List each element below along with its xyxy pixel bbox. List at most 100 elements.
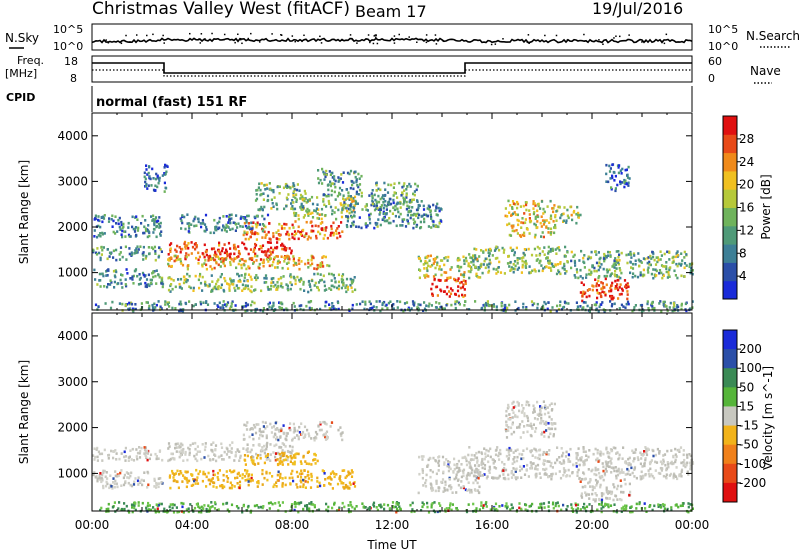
echo-cell [346, 485, 349, 488]
echo-cell [243, 423, 246, 427]
echo-cell [413, 221, 416, 225]
echo-cell [434, 489, 437, 493]
echo-cell [307, 290, 310, 294]
echo-cell [476, 489, 480, 492]
echo-cell [178, 286, 181, 289]
echo-cell [102, 215, 105, 219]
nsearch-dot [237, 33, 239, 36]
echo-cell [283, 227, 286, 230]
echo-cell [276, 436, 279, 439]
echo-cell [244, 259, 247, 263]
echo-cell [142, 479, 145, 482]
echo-cell [508, 413, 511, 416]
echo-cell [358, 177, 361, 180]
echo-cell [112, 450, 115, 453]
echo-cell [324, 432, 327, 435]
echo-cell [612, 483, 615, 486]
echo-cell [239, 456, 242, 460]
echo-cell [511, 200, 515, 203]
echo-cell [382, 216, 385, 220]
echo-cell [516, 426, 519, 429]
echo-cell [598, 275, 601, 278]
echo-cell [511, 408, 514, 412]
echo-cell [130, 251, 133, 254]
echo-cell [620, 292, 623, 296]
echo-cell [366, 224, 369, 227]
echo-cell [127, 226, 130, 229]
echo-cell [620, 172, 623, 175]
echo-cell [502, 251, 505, 254]
echo-cell [306, 428, 309, 432]
echo-cell [143, 471, 146, 474]
echo-cell [455, 476, 458, 480]
echo-cell [566, 208, 569, 212]
echo-cell [326, 236, 329, 240]
echo-cell [302, 228, 305, 232]
nave-tick-bottom: 0 [708, 72, 715, 85]
echo-cell [614, 187, 617, 190]
nsearch-dot [200, 33, 203, 35]
echo-cell [122, 222, 125, 226]
echo-cell [457, 285, 460, 288]
echo-cell [524, 218, 527, 221]
echo-cell [510, 476, 514, 479]
echo-cell [583, 292, 586, 296]
echo-cell [651, 474, 654, 478]
echo-cell [680, 252, 683, 255]
echo-cell [534, 223, 537, 227]
echo-cell [426, 269, 429, 273]
echo-cell [533, 417, 537, 420]
echo-cell [458, 281, 462, 285]
echo-cell [310, 475, 313, 478]
echo-cell [114, 470, 117, 473]
echo-cell [171, 472, 174, 475]
echo-cell [488, 471, 491, 474]
echo-cell [120, 220, 123, 224]
echo-cell [447, 463, 450, 466]
echo-cell [435, 285, 439, 289]
echo-cell [551, 207, 554, 210]
echo-cell [616, 473, 620, 477]
echo-cell [381, 303, 384, 307]
echo-cell [192, 219, 195, 223]
echo-cell [446, 259, 449, 262]
echo-cell [131, 225, 134, 229]
echo-cell [580, 496, 584, 499]
echo-cell [177, 258, 180, 261]
echo-cell [234, 289, 237, 292]
echo-cell [251, 460, 254, 464]
echo-cell [300, 202, 303, 206]
echo-cell [528, 209, 531, 212]
nsearch-dot [619, 35, 621, 38]
echo-cell [291, 223, 294, 227]
echo-cell [183, 242, 186, 246]
echo-cell [291, 469, 294, 473]
echo-cell [102, 486, 105, 490]
echo-cell [121, 286, 124, 289]
echo-cell [249, 450, 252, 454]
echo-cell [599, 476, 602, 480]
echo-cell [341, 278, 345, 282]
echo-cell [353, 276, 356, 279]
echo-cell [483, 464, 487, 467]
echo-cell [136, 274, 139, 278]
echo-cell [255, 278, 258, 282]
echo-cell [246, 447, 249, 450]
echo-cell [198, 506, 201, 510]
echo-cell [549, 217, 552, 220]
echo-cell [594, 447, 597, 451]
echo-cell [237, 251, 241, 255]
echo-cell [401, 185, 404, 189]
echo-cell [480, 451, 483, 454]
echo-cell [540, 433, 543, 436]
echo-cell [225, 475, 228, 478]
echo-cell [138, 451, 141, 455]
echo-cell [684, 302, 687, 306]
echo-cell [286, 432, 289, 435]
echo-cell [342, 283, 345, 286]
echo-cell [455, 464, 458, 467]
echo-cell [507, 458, 510, 461]
echo-cell [563, 264, 566, 268]
echo-cell [419, 226, 422, 230]
echo-cell [119, 471, 122, 475]
